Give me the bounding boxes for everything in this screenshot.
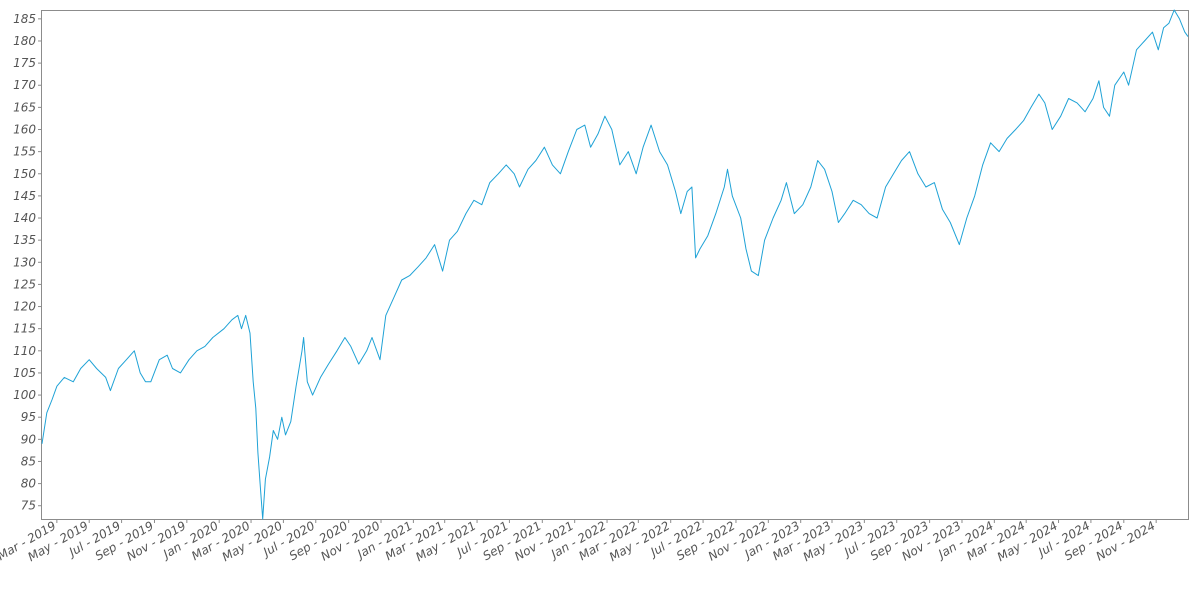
y-tick-label: 95 <box>21 410 36 424</box>
y-tick-label: 165 <box>13 100 36 114</box>
y-tick-label: 185 <box>13 12 36 26</box>
y-tick-label: 170 <box>13 78 36 92</box>
y-tick-label: 175 <box>13 56 36 70</box>
y-tick-label: 130 <box>13 255 36 269</box>
y-tick-label: 75 <box>21 499 36 513</box>
y-tick-label: 120 <box>13 300 36 314</box>
y-tick-label: 155 <box>13 145 36 159</box>
y-tick-label: 100 <box>13 388 36 402</box>
y-tick-label: 140 <box>13 211 36 225</box>
series-line-0 <box>41 9 1189 520</box>
plot-frame <box>41 10 1189 520</box>
y-tick-label: 145 <box>13 189 36 203</box>
series-layer <box>41 9 1189 520</box>
y-tick-label: 80 <box>21 477 37 491</box>
y-tick-label: 160 <box>13 123 36 137</box>
y-tick-label: 105 <box>13 366 36 380</box>
y-tick-label: 115 <box>13 322 36 336</box>
y-tick-label: 125 <box>13 277 36 291</box>
y-axis: 75 80 85 90 95 100 105 110 115 120 125 130 135 140 145… <box>13 12 42 513</box>
y-tick-label: 180 <box>13 34 36 48</box>
y-tick-label: 150 <box>13 167 36 181</box>
y-tick-label: 85 <box>21 454 36 468</box>
y-tick-label: 110 <box>13 344 36 358</box>
y-tick-label: 135 <box>13 233 36 247</box>
y-tick-label: 90 <box>21 432 37 446</box>
